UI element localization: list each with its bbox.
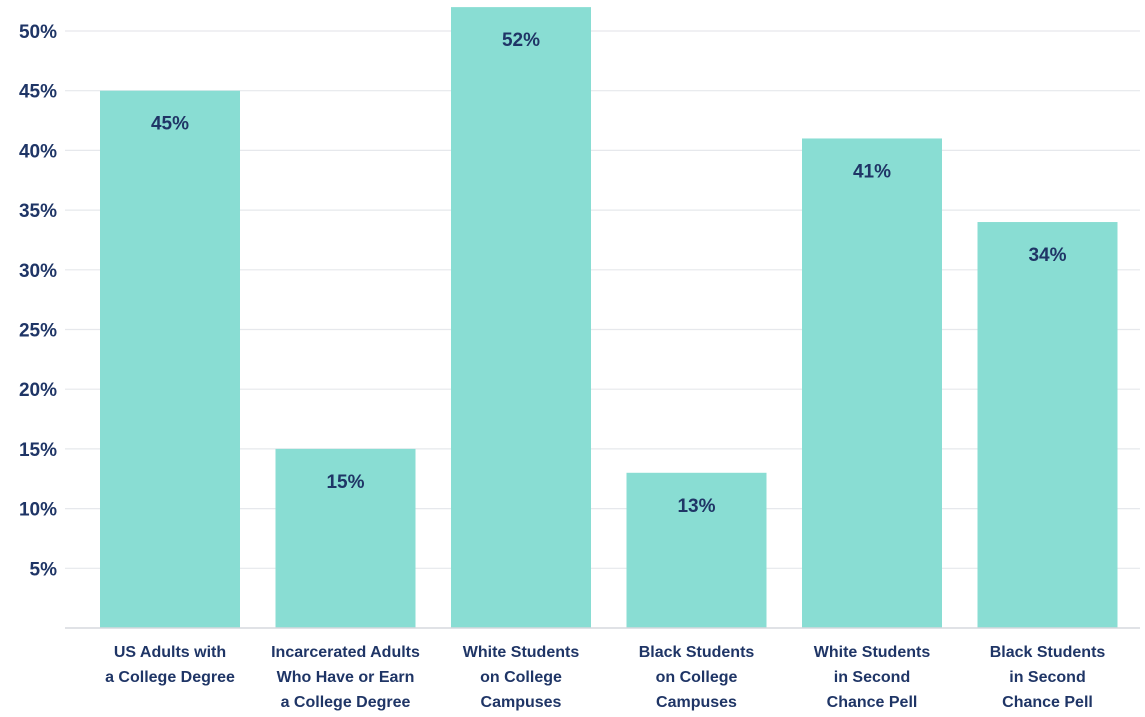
bar xyxy=(802,138,942,628)
y-tick-label: 25% xyxy=(19,321,57,342)
bar xyxy=(451,7,591,629)
x-tick-label: Incarcerated Adults xyxy=(271,644,420,661)
data-label: 41% xyxy=(853,161,891,182)
x-tick-label: US Adults with xyxy=(114,644,226,661)
y-tick-label: 10% xyxy=(19,500,57,521)
x-tick-label: on College xyxy=(480,669,562,686)
x-tick-label: Campuses xyxy=(656,694,737,711)
y-tick-label: 30% xyxy=(19,261,57,282)
x-tick-label: Chance Pell xyxy=(827,694,918,711)
bars xyxy=(100,7,1118,629)
x-tick-label: in Second xyxy=(834,669,910,686)
x-tick-label: Black Students xyxy=(990,644,1106,661)
value-labels: 45% 15% 52% 13% 41% 34% xyxy=(151,30,1067,517)
x-tick-label: White Students xyxy=(463,644,580,661)
gridlines xyxy=(65,30,1140,569)
x-tick-label: in Second xyxy=(1009,669,1085,686)
data-label: 15% xyxy=(326,472,364,493)
x-tick-label: White Students xyxy=(814,644,931,661)
x-tick-label: a College Degree xyxy=(281,694,411,711)
y-tick-label: 50% xyxy=(19,22,57,43)
y-tick-label: 15% xyxy=(19,440,57,461)
y-axis-tick-labels: 5% 10% 15% 20% 25% 30% 35% 40% 45% 50% xyxy=(19,22,57,580)
x-tick-label: a College Degree xyxy=(105,669,235,686)
data-label: 52% xyxy=(502,30,540,51)
x-axis-category-labels: US Adults with a College Degree Incarcerat… xyxy=(105,644,1105,711)
bar xyxy=(626,472,767,628)
data-label: 45% xyxy=(151,114,189,135)
y-tick-label: 40% xyxy=(19,141,57,162)
x-tick-label: on College xyxy=(656,669,738,686)
x-tick-label: Who Have or Earn xyxy=(277,669,415,686)
data-label: 13% xyxy=(677,496,715,517)
y-tick-label: 20% xyxy=(19,380,57,401)
y-tick-label: 35% xyxy=(19,201,57,222)
x-tick-label: Chance Pell xyxy=(1002,694,1093,711)
data-label: 34% xyxy=(1028,245,1066,266)
bar xyxy=(100,90,240,628)
y-tick-label: 5% xyxy=(30,559,58,580)
x-tick-label: Campuses xyxy=(481,694,562,711)
y-tick-label: 45% xyxy=(19,82,57,103)
x-tick-label: Black Students xyxy=(639,644,755,661)
bar xyxy=(275,448,416,628)
bar xyxy=(977,222,1118,629)
